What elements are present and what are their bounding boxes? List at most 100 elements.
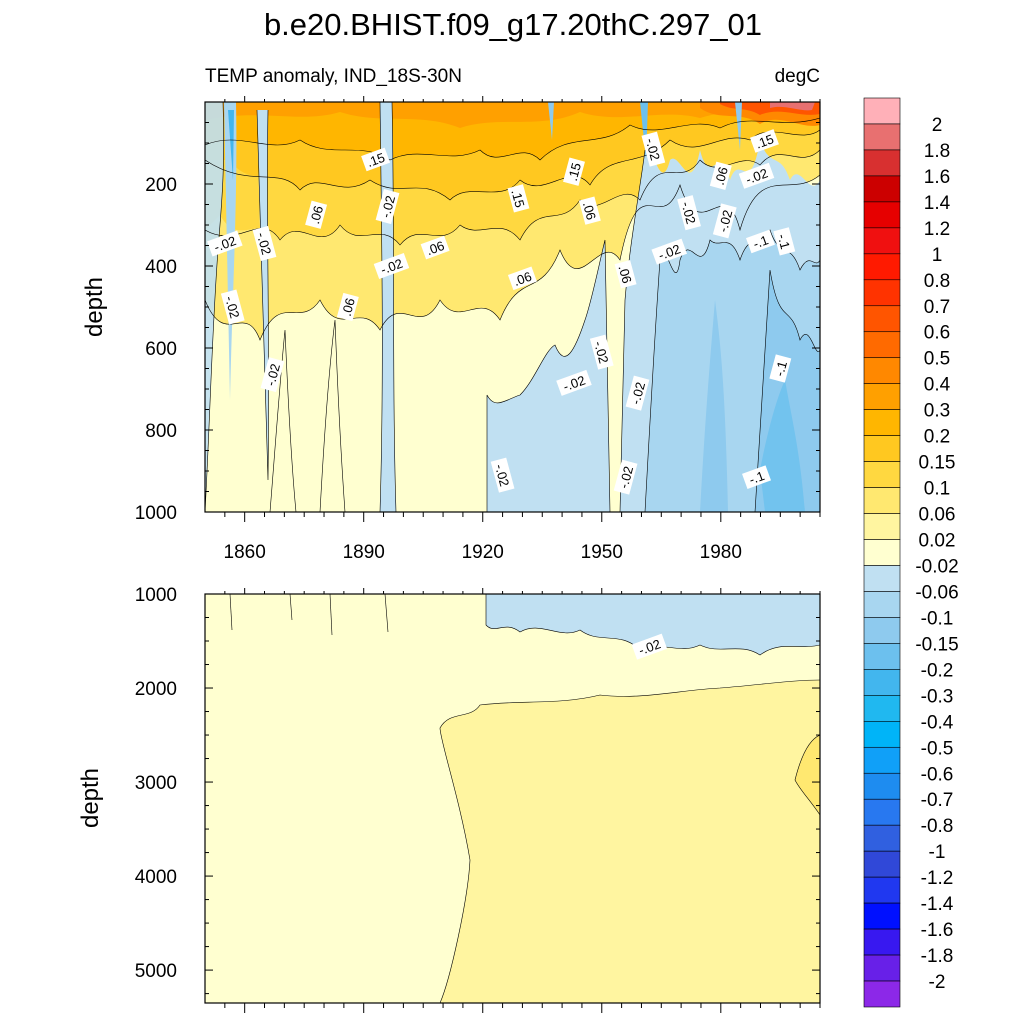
- colorbar-label: -0.4: [921, 712, 954, 733]
- contour-label-text: -.02: [678, 200, 698, 226]
- colorbar-label: -0.5: [921, 738, 954, 759]
- contour-label-text: .15: [565, 161, 584, 182]
- contour-label: -.1: [742, 465, 771, 489]
- colorbar-label: 0.3: [924, 401, 950, 422]
- colorbar-swatch: [863, 539, 901, 566]
- colorbar-swatch: [863, 357, 901, 384]
- colorbar-swatch: [863, 824, 901, 852]
- colorbar-label: 0.7: [924, 297, 950, 318]
- colorbar-swatch: [863, 876, 901, 904]
- upper-panel: .15 .15 .15 .15 -.02 .06 .06 .06 .06 .06 .06 .06 -.0…: [81, 96, 821, 563]
- colorbar-label: 1.4: [924, 193, 951, 214]
- colorbar-label: -1: [929, 842, 946, 863]
- colorbar-swatch: [863, 331, 901, 359]
- colorbar-label: -0.6: [921, 764, 954, 785]
- colorbar-label: -1.6: [921, 920, 954, 941]
- contour-label-text: .15: [508, 188, 527, 209]
- contour-label-text: -.1: [775, 232, 793, 251]
- contour-label: -.02: [373, 253, 410, 279]
- contour-label: -.02: [207, 230, 243, 257]
- y-tick-label: 4000: [135, 867, 177, 888]
- colorbar-label: -0.7: [921, 790, 954, 811]
- contour-label: .15: [507, 184, 530, 213]
- colorbar-swatch: [863, 409, 901, 436]
- colorbar-swatch: [863, 253, 901, 281]
- x-tick-label: 1860: [224, 542, 266, 563]
- contour-label-text: .15: [365, 150, 387, 170]
- contour-label: .06: [305, 200, 328, 229]
- colorbar-label: 0.5: [924, 349, 950, 370]
- contour-label: .15: [563, 157, 585, 186]
- colorbar-label: 0.6: [924, 323, 950, 344]
- x-tick-label: 1980: [700, 542, 742, 563]
- colorbar-label: -1.4: [921, 894, 954, 915]
- y-tick-label: 3000: [135, 773, 177, 794]
- x-tick-label: 1890: [343, 542, 385, 563]
- colorbar: 2 1.8 1.6 1.4 1.2 1 0.8 0.7 0.6 0.5 0.4 0.3 0.2 0.15 0…: [863, 97, 959, 1008]
- colorbar-swatch: [863, 695, 901, 722]
- y-tick-label: 1000: [135, 585, 177, 606]
- contour-label-text: -.02: [263, 362, 283, 388]
- y-tick-label: 400: [145, 257, 177, 278]
- contour-label-text: -.02: [643, 137, 663, 163]
- colorbar-swatch: [863, 487, 901, 514]
- y-tick-label: 800: [145, 421, 177, 442]
- colorbar-swatch: [863, 383, 901, 410]
- colorbar-label: -0.3: [921, 686, 954, 707]
- colorbar-swatch: [863, 591, 901, 618]
- contour-label-text: -.02: [212, 233, 238, 255]
- contour-label-text: -.1: [772, 359, 790, 378]
- colorbar-swatch: [863, 721, 901, 748]
- colorbar-swatch: [863, 227, 901, 255]
- colorbar-swatch: [863, 954, 901, 982]
- y-tick-label: 600: [145, 339, 177, 360]
- contour-label-text: -.02: [616, 465, 636, 491]
- contour-label-text: .06: [307, 204, 326, 225]
- contour-label-text: .06: [616, 264, 635, 285]
- colorbar-swatch: [863, 798, 901, 826]
- colorbar-label: -1.8: [921, 946, 954, 967]
- contour-label: .06: [420, 235, 450, 260]
- contour-label: -.02: [651, 238, 687, 265]
- units-label: degC: [775, 66, 820, 87]
- x-tick-label: 1920: [462, 542, 504, 563]
- contour-label: -.1: [746, 229, 775, 254]
- colorbar-swatch: [863, 175, 901, 203]
- colorbar-swatch: [863, 669, 901, 696]
- lower-panel-frame: [204, 593, 821, 1004]
- colorbar-swatch: [863, 513, 901, 540]
- y-tick-label: 200: [145, 175, 177, 196]
- x-tick-label: 1950: [581, 542, 623, 563]
- colorbar-swatch: [863, 746, 901, 774]
- colorbar-swatch: [863, 279, 901, 307]
- colorbar-label: 0.8: [924, 271, 950, 292]
- contour-label-text: -.1: [751, 232, 770, 251]
- colorbar-label: 1.6: [924, 167, 950, 188]
- colorbar-label: 1.2: [924, 219, 950, 240]
- colorbar-swatch: [863, 928, 901, 956]
- lower-panel: -.02 1000 2000 3000 4000 5000 depth: [77, 585, 821, 1013]
- colorbar-label: 1.8: [924, 141, 950, 162]
- colorbar-label: -1.2: [921, 868, 954, 889]
- contour-label: -.02: [738, 162, 775, 189]
- colorbar-swatch: [863, 902, 901, 930]
- colorbar-swatch: [863, 435, 901, 462]
- contour-label: .06: [507, 266, 537, 291]
- contour-label-text: -.02: [254, 231, 274, 257]
- y-tick-label: 5000: [135, 961, 177, 982]
- colorbar-swatch: [863, 643, 901, 670]
- colorbar-label: -0.02: [915, 556, 958, 577]
- y-tick-label: 1000: [135, 503, 177, 524]
- contour-label: .06: [614, 260, 637, 289]
- colorbar-swatch: [863, 123, 901, 151]
- contour-label: .15: [749, 129, 779, 153]
- contour-label-text: -.02: [222, 294, 242, 320]
- contour-label-text: .15: [754, 131, 776, 151]
- contour-label-text: -.02: [379, 256, 405, 278]
- contour-label-text: -.02: [715, 208, 735, 234]
- colorbar-label: -0.1: [921, 608, 954, 629]
- contour-label-text: -.02: [561, 372, 587, 394]
- contour-label-text: -.1: [747, 468, 766, 487]
- colorbar-swatch: [863, 201, 901, 229]
- colorbar-label: 0.4: [924, 375, 951, 396]
